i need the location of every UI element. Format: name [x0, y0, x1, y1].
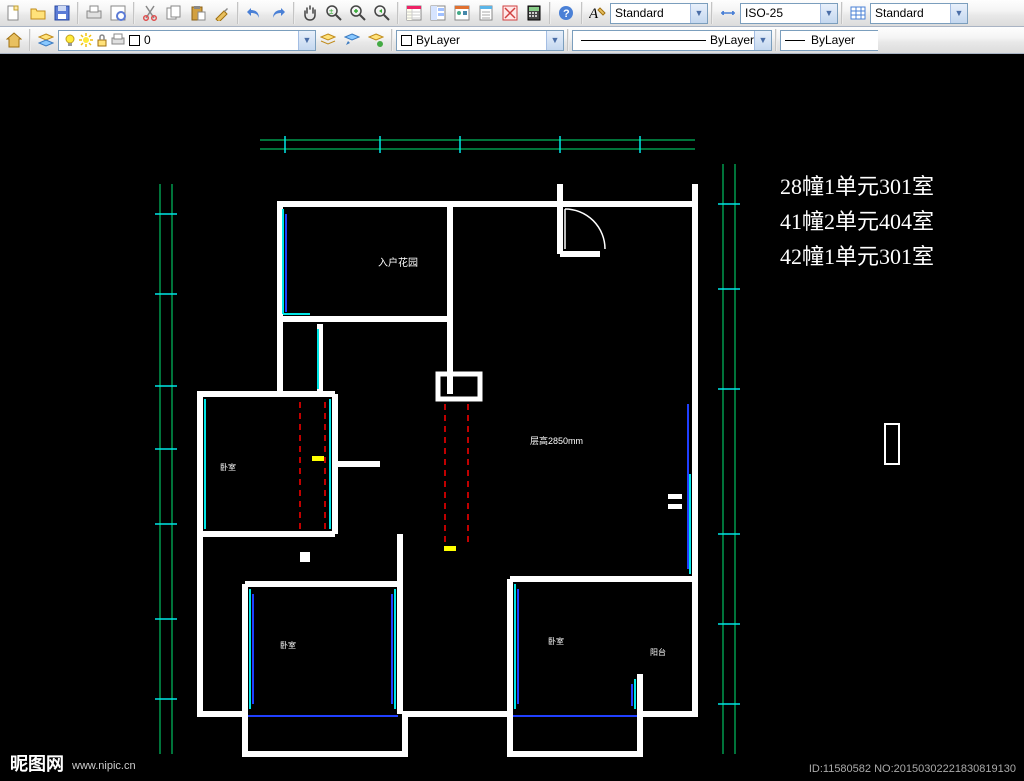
redo-icon[interactable] [267, 2, 289, 24]
sheet-icon[interactable] [475, 2, 497, 24]
zoom-rt-icon[interactable]: ± [323, 2, 345, 24]
drawing-area[interactable]: 28幢1单元301室 41幢2单元404室 42幢1单元301室 [0, 54, 1024, 781]
chevron-down-icon: ▼ [298, 31, 315, 50]
sun-icon [79, 33, 93, 47]
linetype-preview [581, 40, 706, 41]
lineweight-combo[interactable]: ByLayer [780, 30, 878, 51]
color-swatch [129, 35, 140, 46]
watermark-url: www.nipic.cn [72, 760, 136, 772]
plot-icon[interactable] [83, 2, 105, 24]
color-combo[interactable]: ByLayer ▼ [396, 30, 564, 51]
preview-icon[interactable] [107, 2, 129, 24]
text-style-icon[interactable]: A [587, 2, 609, 24]
pan-icon[interactable] [299, 2, 321, 24]
cut-icon[interactable] [139, 2, 161, 24]
zoom-prev-icon[interactable] [371, 2, 393, 24]
table-style-icon[interactable] [847, 2, 869, 24]
bulb-icon [63, 33, 77, 47]
lock-icon [95, 33, 109, 47]
calc-icon[interactable] [523, 2, 545, 24]
watermark-brand: 昵图网 [10, 750, 64, 776]
paste-icon[interactable] [187, 2, 209, 24]
lineweight-value: ByLayer [811, 33, 855, 47]
floorplan-svg [0, 54, 1024, 781]
toolpal-icon[interactable] [451, 2, 473, 24]
chevron-down-icon: ▼ [754, 31, 771, 50]
dim-style-combo[interactable]: ISO-25 ▼ [740, 3, 838, 24]
new-icon[interactable] [3, 2, 25, 24]
linetype-value: ByLayer [710, 33, 754, 47]
yellow-marker-2 [444, 546, 456, 551]
dim-label-4: 阳台 [650, 647, 666, 658]
color-value: ByLayer [416, 33, 460, 47]
layer-iso-icon[interactable] [365, 29, 387, 51]
linetype-combo[interactable]: ByLayer ▼ [572, 30, 772, 51]
color-swatch [401, 35, 412, 46]
zoom-win-icon[interactable] [347, 2, 369, 24]
dim-label-2: 卧室 [280, 640, 296, 651]
toolbar-layers: 0 ▼ ByLayer ▼ ByLayer ▼ ByLayer [0, 27, 1024, 54]
chevron-down-icon: ▼ [950, 4, 967, 23]
props-icon[interactable] [403, 2, 425, 24]
layer-combo[interactable]: 0 ▼ [58, 30, 316, 51]
svg-text:?: ? [563, 8, 570, 20]
home-icon[interactable] [3, 29, 25, 51]
dim-label-3: 卧室 [548, 636, 564, 647]
text-style-value: Standard [615, 6, 664, 20]
svg-text:A: A [589, 6, 599, 21]
save-icon[interactable] [51, 2, 73, 24]
table-style-value: Standard [875, 6, 924, 20]
watermark-id: ID:11580582 NO:20150302221830819130 [809, 763, 1016, 775]
open-icon[interactable] [27, 2, 49, 24]
match-icon[interactable] [211, 2, 233, 24]
yellow-marker-1 [312, 456, 324, 461]
dim-label-1: 卧室 [220, 462, 236, 473]
layer-states-icon[interactable] [317, 29, 339, 51]
dim-style-icon[interactable] [717, 2, 739, 24]
table-style-combo[interactable]: Standard ▼ [870, 3, 968, 24]
chevron-down-icon: ▼ [690, 4, 707, 23]
help-icon[interactable]: ? [555, 2, 577, 24]
room-label-living: 层高2850mm [530, 434, 583, 447]
design-center-icon[interactable] [427, 2, 449, 24]
layer-prev-icon[interactable] [341, 29, 363, 51]
room-label-entry: 入户花园 [378, 254, 418, 269]
text-style-combo[interactable]: Standard ▼ [610, 3, 708, 24]
layer-name: 0 [144, 33, 151, 47]
plot-icon [111, 33, 125, 47]
undo-icon[interactable] [243, 2, 265, 24]
layer-props-icon[interactable] [35, 29, 57, 51]
chevron-down-icon: ▼ [820, 4, 837, 23]
copy-icon[interactable] [163, 2, 185, 24]
watermark-left: 昵图网 www.nipic.cn [0, 745, 136, 781]
markup-icon[interactable] [499, 2, 521, 24]
toolbar-standard: ± ? A Standard ▼ ISO-25 ▼ Standard ▼ [0, 0, 1024, 27]
chevron-down-icon: ▼ [546, 31, 563, 50]
dim-style-value: ISO-25 [745, 6, 783, 20]
svg-text:±: ± [329, 7, 334, 16]
lineweight-preview [785, 40, 805, 41]
